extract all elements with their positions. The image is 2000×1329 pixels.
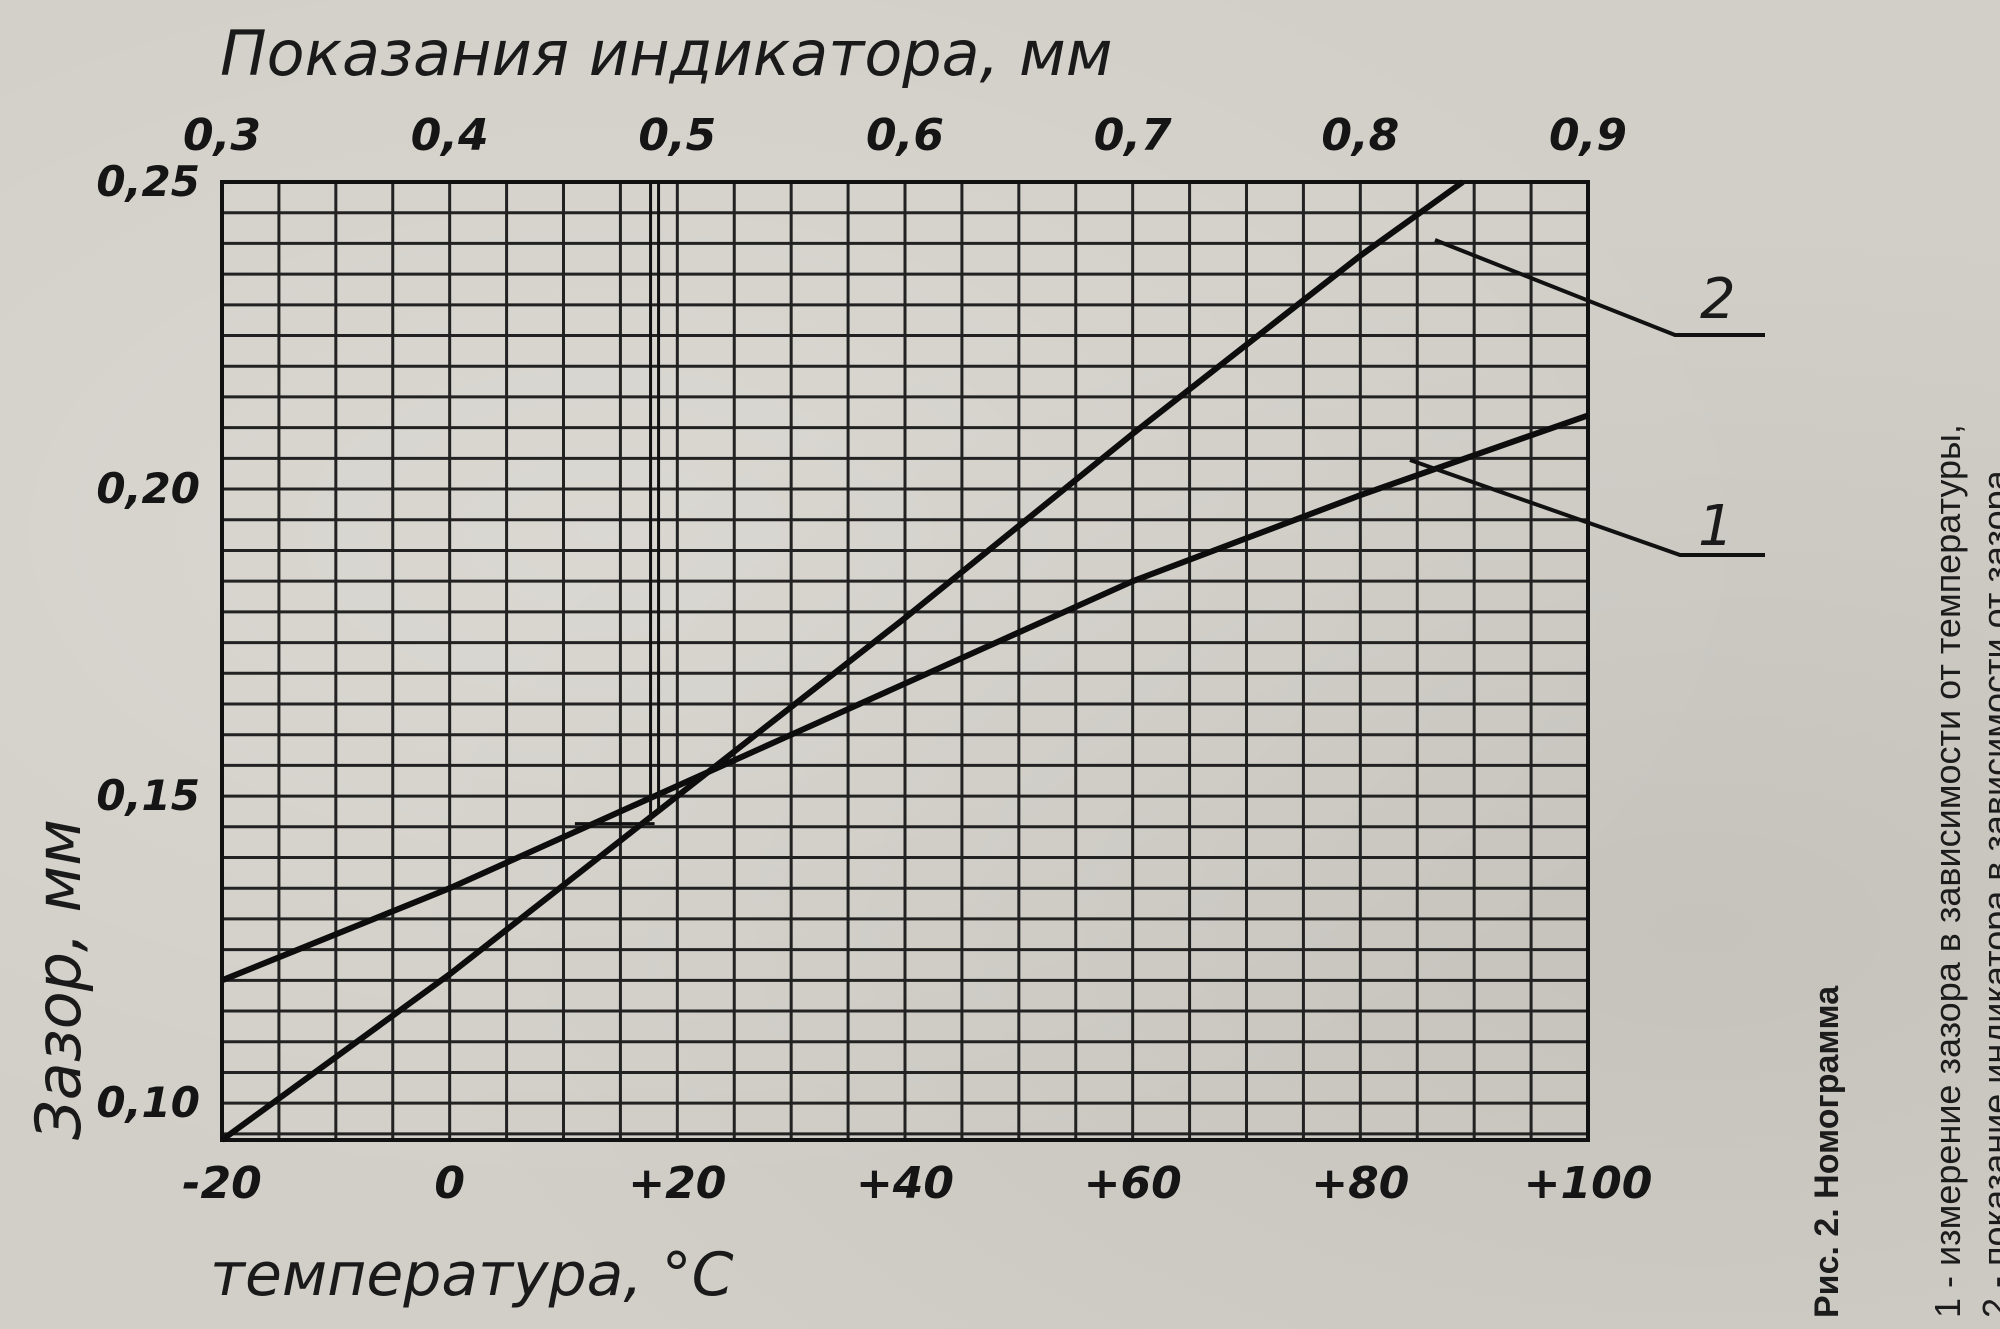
- callout-1: 1: [1409, 458, 1765, 559]
- series-1-line: [220, 412, 1589, 984]
- x-axis-title: температура, °С: [210, 1240, 734, 1310]
- top-tick-label: 0,8: [1321, 110, 1399, 161]
- callout-1-leader: [1409, 458, 1765, 557]
- bottom-tick-label: 0: [434, 1158, 465, 1209]
- top-tick-label: 0,5: [638, 110, 716, 161]
- left-tick-label: 0,10: [96, 1078, 200, 1127]
- bottom-tick-label: +20: [628, 1158, 726, 1209]
- series-lines: [220, 179, 1589, 1143]
- plot-frame: [220, 180, 1590, 1142]
- left-tick-label: 0,15: [96, 771, 200, 820]
- caption-line-2: 2 - показание индикатора в зависимости о…: [1975, 460, 2000, 1318]
- top-tick-label: 0,6: [866, 110, 944, 161]
- callout-2: 2: [1434, 238, 1765, 337]
- bottom-tick-label: -20: [182, 1158, 262, 1209]
- callout-2-leader: [1434, 238, 1765, 337]
- top-tick-label: 0,4: [411, 110, 489, 161]
- left-tick-label: 0,25: [96, 157, 200, 206]
- chart-grid: [222, 182, 1588, 1140]
- top-tick-label: 0,7: [1094, 110, 1172, 161]
- series-2-line: [220, 179, 1465, 1143]
- bottom-tick-label: +60: [1084, 1158, 1182, 1209]
- bottom-tick-label: +80: [1311, 1158, 1409, 1209]
- caption-line-1: 1 - измерение зазора в зависимости от те…: [1927, 424, 1968, 1318]
- top-tick-label: 0,3: [183, 110, 261, 161]
- bottom-tick-label: +40: [856, 1158, 954, 1209]
- tick-labels: 0,3 0,4 0,5 0,6 0,7 0,8 0,9 -20 0 +20 +40 +60 +80 +10…: [96, 110, 1652, 1209]
- top-tick-label: 0,9: [1549, 110, 1627, 161]
- top-axis-title: Показания индикатора, мм: [220, 17, 1113, 90]
- figure-caption: Рис. 2. Номограмма 1 - измерение зазора …: [1808, 424, 2000, 1318]
- left-tick-label: 0,20: [96, 464, 200, 513]
- caption-title: Рис. 2. Номограмма: [1808, 985, 1846, 1318]
- callout-1-label: 1: [1698, 494, 1734, 559]
- y-axis-title: Зазор, мм: [22, 819, 95, 1140]
- callout-2-label: 2: [1700, 267, 1736, 332]
- bottom-tick-label: +100: [1524, 1158, 1653, 1209]
